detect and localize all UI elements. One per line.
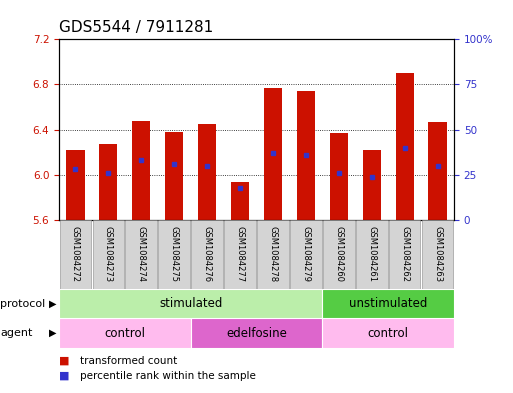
Bar — [297, 91, 315, 220]
Bar — [198, 124, 216, 220]
Text: GSM1084277: GSM1084277 — [235, 226, 245, 283]
Bar — [59, 318, 191, 348]
Bar — [323, 220, 354, 289]
Text: GSM1084260: GSM1084260 — [334, 226, 343, 283]
Bar — [191, 220, 223, 289]
Bar — [428, 122, 447, 220]
Bar — [191, 318, 322, 348]
Bar — [159, 220, 190, 289]
Bar — [363, 150, 381, 220]
Text: stimulated: stimulated — [159, 297, 222, 310]
Bar — [59, 289, 322, 318]
Text: GSM1084279: GSM1084279 — [301, 226, 310, 283]
Text: agent: agent — [0, 328, 32, 338]
Bar — [264, 88, 282, 220]
Bar — [231, 182, 249, 220]
Bar — [126, 220, 157, 289]
Text: GSM1084274: GSM1084274 — [137, 226, 146, 283]
Bar — [257, 220, 289, 289]
Bar — [290, 220, 322, 289]
Bar — [92, 220, 124, 289]
Bar — [356, 220, 387, 289]
Bar — [132, 121, 150, 220]
Bar — [66, 150, 85, 220]
Text: GSM1084263: GSM1084263 — [433, 226, 442, 283]
Text: percentile rank within the sample: percentile rank within the sample — [80, 371, 255, 381]
Bar — [389, 220, 421, 289]
Bar — [60, 220, 91, 289]
Bar — [100, 144, 117, 220]
Text: control: control — [104, 327, 145, 340]
Text: protocol: protocol — [0, 299, 45, 309]
Text: ■: ■ — [59, 356, 69, 366]
Text: GSM1084273: GSM1084273 — [104, 226, 113, 283]
Text: unstimulated: unstimulated — [349, 297, 427, 310]
Bar — [330, 133, 348, 220]
Bar — [396, 73, 413, 220]
Text: ■: ■ — [59, 371, 69, 381]
Text: GSM1084261: GSM1084261 — [367, 226, 376, 283]
Text: GSM1084276: GSM1084276 — [203, 226, 212, 283]
Text: GSM1084278: GSM1084278 — [268, 226, 278, 283]
Text: GSM1084272: GSM1084272 — [71, 226, 80, 283]
Text: control: control — [368, 327, 409, 340]
Text: transformed count: transformed count — [80, 356, 177, 366]
Text: ▶: ▶ — [49, 328, 56, 338]
Text: ▶: ▶ — [49, 299, 56, 309]
Bar — [165, 132, 183, 220]
Text: GSM1084275: GSM1084275 — [170, 226, 179, 283]
Text: GSM1084262: GSM1084262 — [400, 226, 409, 283]
Bar — [422, 220, 453, 289]
Bar — [322, 318, 454, 348]
Bar — [224, 220, 256, 289]
Text: edelfosine: edelfosine — [226, 327, 287, 340]
Bar — [322, 289, 454, 318]
Text: GDS5544 / 7911281: GDS5544 / 7911281 — [59, 20, 213, 35]
